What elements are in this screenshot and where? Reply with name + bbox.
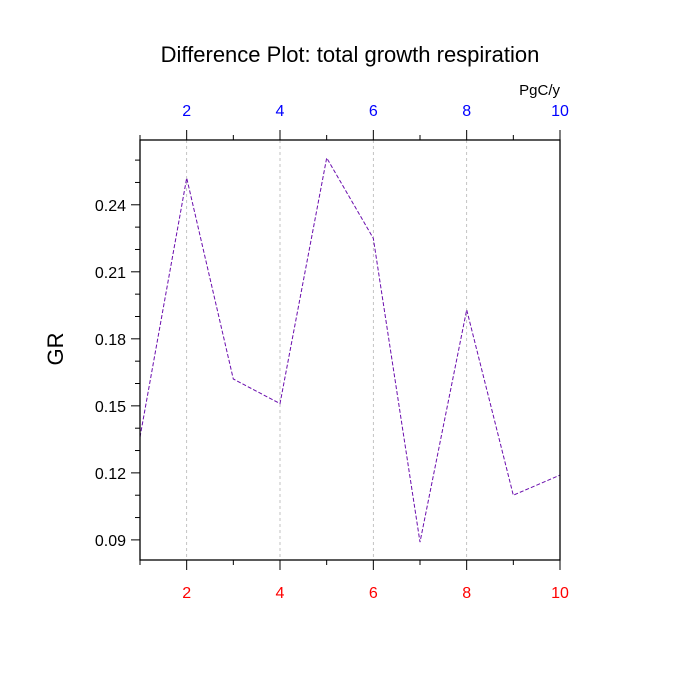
y-tick-label: 0.09 [95,533,126,550]
x-tick-label-top: 4 [276,103,285,120]
y-tick-label: 0.18 [95,332,126,349]
x-tick-label-top: 10 [551,103,569,120]
x-tick-label-bottom: 10 [551,585,569,602]
y-tick-label: 0.21 [95,265,126,282]
x-tick-label-bottom: 2 [182,585,191,602]
x-tick-label-bottom: 4 [276,585,285,602]
y-axis-label: GR [43,333,68,366]
y-tick-label: 0.15 [95,399,126,416]
tick-label-layer: 0.09 0.12 0.15 0.18 0.21 0.24 2 2 4 4 6 6 8 8 10 10 [95,103,569,602]
x-tick-label-top: 8 [462,103,471,120]
series-line [139,156,561,543]
y-tick-label: 0.12 [95,466,126,483]
series-layer [139,156,561,543]
plot-frame [139,139,561,561]
tick-layer [131,130,561,570]
units-label: PgC/y [519,82,560,99]
y-tick-label: 0.24 [95,198,126,215]
x-tick-label-bottom: 8 [462,585,471,602]
chart-title: Difference Plot: total growth respiratio… [161,42,540,67]
x-tick-label-bottom: 6 [369,585,378,602]
grid-layer [186,140,561,560]
x-tick-label-top: 2 [182,103,191,120]
x-tick-label-top: 6 [369,103,378,120]
